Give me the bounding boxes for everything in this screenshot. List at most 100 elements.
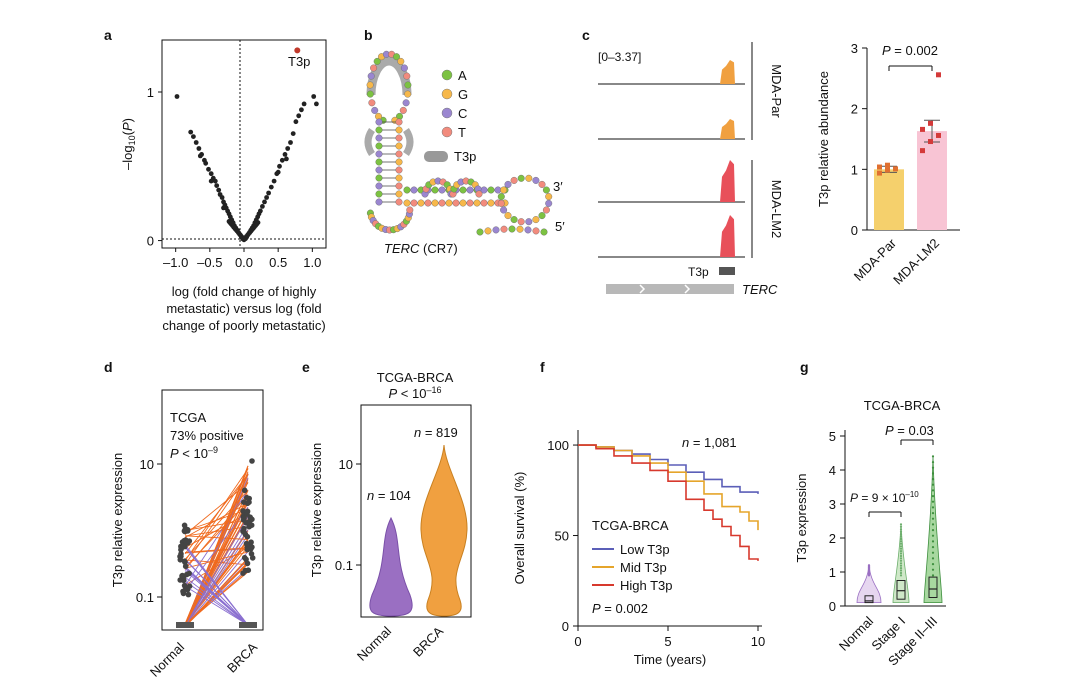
pair-line — [184, 471, 249, 625]
end-3prime: 3′ — [553, 179, 563, 194]
nucleotide — [402, 99, 410, 107]
outlier-point — [899, 552, 903, 555]
x-tick-normal: Normal — [836, 613, 876, 653]
nucleotide — [375, 198, 383, 206]
nucleotide — [438, 186, 446, 194]
outlier-point — [899, 547, 903, 550]
brca-point — [242, 567, 249, 574]
outlier-point — [899, 537, 903, 541]
outlier-point — [899, 550, 903, 553]
pair-line — [184, 558, 249, 626]
nucleotide — [508, 225, 516, 233]
volcano-point — [277, 163, 282, 169]
nucleotide — [510, 216, 518, 224]
pair-line — [184, 566, 249, 626]
coverage-peak — [720, 119, 735, 139]
nucleotide — [395, 190, 403, 198]
outlier-point — [899, 523, 903, 526]
nucleotide — [417, 199, 425, 207]
volcano-point — [258, 208, 263, 214]
panel-a-volcano: T3p –1.0 –0.5 0.0 0.5 1.0 01 –log10(P) log (… — [120, 39, 327, 333]
box-2 — [928, 576, 938, 598]
coverage-peak — [720, 160, 735, 202]
nucleotide — [393, 53, 401, 61]
nucleotide — [532, 216, 540, 224]
n-brca: n = 819 — [414, 425, 458, 440]
legend-label: Low T3p — [620, 542, 670, 557]
outlier-point — [931, 551, 935, 554]
x-tick-label: –0.5 — [197, 255, 222, 270]
pair-line — [184, 479, 249, 626]
nucleotide — [540, 228, 548, 236]
pair-line — [184, 576, 249, 626]
outlier-point — [899, 559, 903, 562]
panel-c-tracks: [0–3.37] MDA-Par MDA-LM2 T3p TERC — [598, 42, 784, 297]
outlier-point — [931, 557, 935, 560]
nucleotide — [375, 134, 383, 142]
normal-point — [178, 553, 184, 560]
replicate-point — [928, 120, 933, 126]
t3p-region — [364, 128, 376, 156]
y-tick-label: 1 — [829, 565, 836, 580]
volcano-point — [279, 157, 285, 163]
volcano-point — [290, 131, 296, 137]
nucleotide — [517, 174, 525, 182]
nucleotide — [397, 57, 405, 65]
plot-frame — [161, 39, 327, 249]
terc-secondary-structure — [364, 50, 553, 236]
volcano-point — [285, 146, 291, 151]
nucleotide — [545, 199, 553, 207]
legend-title: TCGA-BRCA — [592, 518, 669, 533]
paired-points — [176, 458, 257, 628]
panel-label-e: e — [302, 359, 310, 375]
nucleotide — [504, 212, 512, 220]
nucleotide — [395, 150, 403, 158]
nucleotide — [375, 182, 383, 190]
brca-point — [244, 494, 250, 501]
panel-c-bar-chart: 0 1 2 3 T3p relative abundance P = 0.002 MD… — [816, 41, 960, 287]
box-1 — [896, 580, 906, 600]
pair-line — [184, 534, 249, 628]
normal-point — [186, 583, 193, 589]
outlier-point — [931, 563, 935, 566]
nucleotide — [517, 218, 525, 226]
nucleotide — [459, 186, 467, 194]
replicate-point — [920, 148, 925, 154]
bar-y-ticks: 0 1 2 3 — [851, 41, 867, 238]
x-tick-label: 5 — [664, 634, 671, 649]
normal-point — [180, 588, 186, 595]
legend-label-c: C — [458, 106, 467, 121]
coverage-peak — [720, 215, 735, 257]
survival-curve-high-t3p — [578, 444, 759, 561]
nucleotide — [492, 226, 500, 234]
nucleotide — [480, 199, 488, 207]
terc-gene-label: TERC — [742, 282, 778, 297]
legend-label: High T3p — [620, 578, 673, 593]
t3p-legend-swatch — [424, 151, 448, 162]
track-range-label: [0–3.37] — [598, 50, 641, 64]
volcano-point — [266, 190, 271, 196]
volcano-point — [296, 113, 302, 119]
nucleotide — [524, 226, 532, 234]
normal-zero-points — [176, 622, 194, 628]
normal-point — [179, 572, 186, 579]
legend-swatch-g — [441, 88, 453, 100]
nucleotide — [375, 118, 383, 126]
outlier-point — [899, 535, 903, 538]
nucleotide — [375, 126, 383, 134]
replicate-point — [936, 72, 941, 78]
y-axis-label: T3p relative expression — [309, 443, 324, 577]
normal-point — [178, 545, 185, 551]
x-axis-label: Time (years) — [634, 652, 706, 667]
nucleotide — [542, 206, 550, 214]
nucleotide — [404, 81, 412, 89]
nucleotide — [516, 225, 524, 233]
y-tick-label: 2 — [851, 102, 858, 117]
volcano-point — [203, 160, 209, 166]
volcano-point — [208, 178, 214, 184]
y-ticks: 0 1 2 3 4 5 — [829, 429, 845, 614]
x-axis-label-line2: metastatic) versus log (fold — [166, 301, 321, 316]
y-tick-label: 100 — [547, 438, 569, 453]
panel-label-f: f — [540, 359, 545, 375]
